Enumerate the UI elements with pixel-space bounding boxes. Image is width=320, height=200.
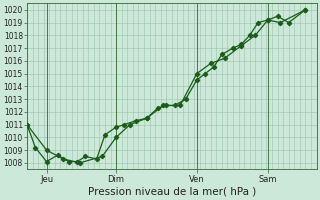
X-axis label: Pression niveau de la mer( hPa ): Pression niveau de la mer( hPa ) (88, 187, 256, 197)
